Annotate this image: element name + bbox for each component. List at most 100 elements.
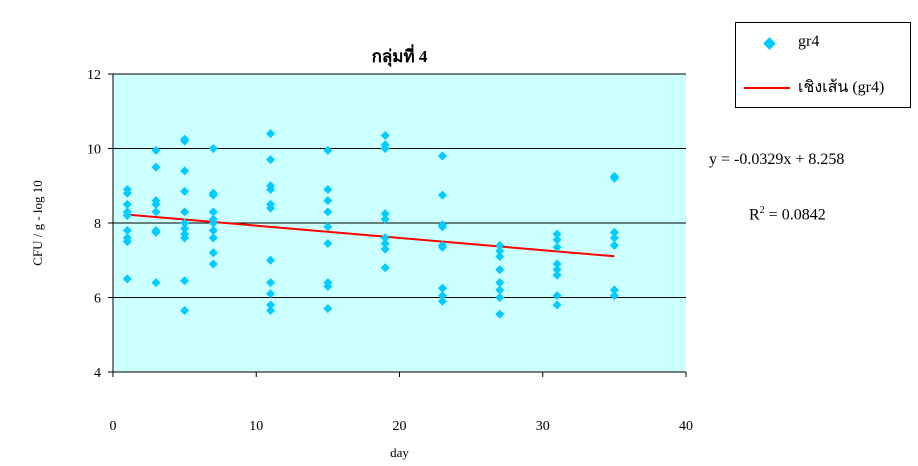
data-point bbox=[552, 259, 562, 269]
y-tick-label: 8 bbox=[94, 217, 101, 232]
r-squared-symbol: R bbox=[749, 206, 760, 224]
legend-item-trendline: เชิงเส้น (gr4) bbox=[736, 75, 910, 99]
data-point bbox=[495, 278, 505, 288]
y-tick-label: 4 bbox=[94, 366, 101, 381]
data-point bbox=[208, 144, 218, 153]
data-point bbox=[552, 300, 562, 310]
data-points bbox=[122, 129, 619, 319]
x-tick-label: 10 bbox=[249, 419, 263, 434]
data-point bbox=[323, 207, 333, 217]
data-point bbox=[151, 278, 161, 288]
r-squared-value: = 0.0842 bbox=[764, 206, 826, 224]
x-tick-label: 40 bbox=[679, 419, 693, 434]
data-point bbox=[266, 278, 276, 288]
x-tick-label: 30 bbox=[536, 419, 550, 434]
data-point bbox=[323, 184, 333, 194]
data-point bbox=[380, 233, 390, 243]
data-point bbox=[208, 248, 218, 258]
line-marker-icon bbox=[744, 87, 790, 89]
data-point bbox=[323, 222, 333, 232]
data-point bbox=[180, 218, 190, 228]
y-tick-label: 10 bbox=[87, 143, 101, 158]
data-point bbox=[266, 300, 276, 310]
data-point bbox=[609, 285, 619, 295]
data-point bbox=[122, 211, 132, 221]
x-tick-label: 20 bbox=[393, 419, 407, 434]
data-point bbox=[380, 263, 390, 273]
data-point bbox=[609, 233, 619, 243]
data-point bbox=[180, 166, 190, 176]
data-point bbox=[122, 274, 132, 284]
data-point bbox=[380, 238, 390, 248]
data-point bbox=[266, 255, 276, 265]
data-point bbox=[180, 186, 190, 196]
data-point bbox=[151, 227, 161, 237]
chart-title: กลุ่มที่ 4 bbox=[372, 44, 428, 67]
data-point bbox=[437, 242, 447, 252]
data-point bbox=[437, 222, 447, 232]
data-point bbox=[151, 199, 161, 209]
data-point bbox=[208, 225, 218, 235]
data-point bbox=[323, 304, 333, 314]
x-axis-title: day bbox=[390, 445, 409, 460]
data-point bbox=[437, 291, 447, 301]
y-tick-labels: 4 6 8 10 12 bbox=[87, 68, 101, 381]
data-point bbox=[437, 151, 447, 161]
data-point bbox=[323, 281, 333, 291]
data-point bbox=[380, 144, 390, 153]
data-point bbox=[495, 293, 505, 302]
data-point bbox=[122, 199, 132, 209]
data-point bbox=[380, 209, 390, 219]
data-point bbox=[495, 240, 505, 250]
data-point bbox=[122, 225, 132, 235]
data-point bbox=[609, 240, 619, 250]
data-point bbox=[151, 145, 161, 155]
data-point bbox=[380, 244, 390, 254]
data-point bbox=[180, 306, 190, 316]
data-point bbox=[151, 162, 161, 172]
data-point bbox=[208, 190, 218, 200]
y-tick-label: 6 bbox=[94, 292, 101, 307]
data-point bbox=[180, 136, 190, 146]
data-point bbox=[495, 285, 505, 295]
data-point bbox=[208, 218, 218, 228]
r-squared-exponent: 2 bbox=[759, 205, 765, 216]
x-tick-labels: 0 10 20 30 40 bbox=[110, 419, 694, 434]
data-point bbox=[609, 173, 619, 183]
r-squared-label: R2 = 0.0842 bbox=[749, 205, 826, 224]
data-point bbox=[437, 190, 447, 200]
legend-item-gr4: gr4 bbox=[736, 33, 910, 57]
data-point bbox=[495, 265, 505, 275]
data-point bbox=[495, 246, 505, 256]
data-point bbox=[266, 129, 276, 139]
data-point bbox=[180, 233, 190, 243]
data-point bbox=[323, 145, 333, 155]
data-point bbox=[122, 188, 132, 198]
data-point bbox=[208, 259, 218, 269]
data-point bbox=[495, 309, 505, 319]
trendline bbox=[127, 213, 615, 258]
data-point bbox=[122, 237, 132, 247]
data-point bbox=[323, 238, 333, 248]
data-point bbox=[266, 184, 276, 194]
axes bbox=[108, 73, 687, 377]
data-point bbox=[552, 235, 562, 245]
diamond-marker-icon bbox=[763, 37, 776, 50]
data-point bbox=[609, 291, 619, 301]
data-point bbox=[266, 203, 276, 213]
data-point bbox=[437, 296, 447, 306]
data-point bbox=[151, 207, 161, 217]
grid-lines bbox=[113, 73, 686, 298]
data-point bbox=[552, 291, 562, 301]
data-point bbox=[495, 252, 505, 262]
data-point bbox=[208, 233, 218, 243]
x-tick-label: 0 bbox=[110, 419, 117, 434]
data-point bbox=[323, 196, 333, 206]
data-point bbox=[380, 130, 390, 140]
data-point bbox=[208, 207, 218, 217]
data-point bbox=[437, 283, 447, 293]
data-point bbox=[180, 224, 190, 234]
data-point bbox=[552, 270, 562, 280]
data-point bbox=[609, 227, 619, 237]
